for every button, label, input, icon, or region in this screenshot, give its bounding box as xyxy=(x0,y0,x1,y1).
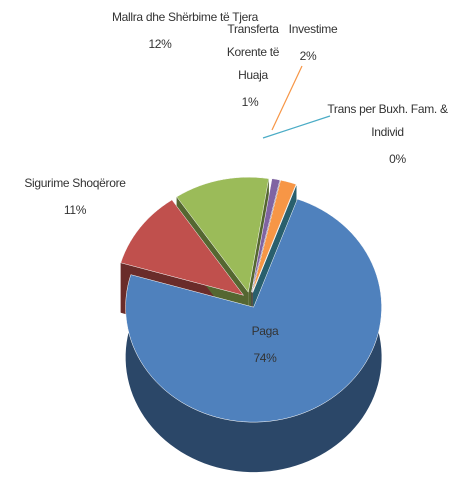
slice xyxy=(120,199,245,296)
leader-line xyxy=(271,65,303,131)
slice xyxy=(252,184,297,293)
pie-tops xyxy=(120,176,382,423)
slice xyxy=(251,178,281,293)
value-label: 2% xyxy=(299,49,317,63)
slice-label: Mallra dhe Shërbime të Tjera xyxy=(111,10,259,24)
slice-label: Paga xyxy=(251,324,279,338)
value-label: 74% xyxy=(253,351,277,365)
slice-label: Sigurime Shoqërore xyxy=(24,176,126,190)
slice-label: Investime xyxy=(288,22,338,36)
value-label: 11% xyxy=(63,203,87,217)
slice-label: Transferta Korente të Huaja xyxy=(226,22,280,82)
slice-label: Trans per Buxh. Fam. & Individ xyxy=(327,102,448,139)
value-label: 12% xyxy=(148,37,172,51)
value-label: 1% xyxy=(241,95,259,109)
slice xyxy=(176,176,270,293)
value-label: 0% xyxy=(389,152,406,166)
slice xyxy=(125,198,382,423)
slice xyxy=(252,179,297,293)
leader-line xyxy=(262,115,331,139)
